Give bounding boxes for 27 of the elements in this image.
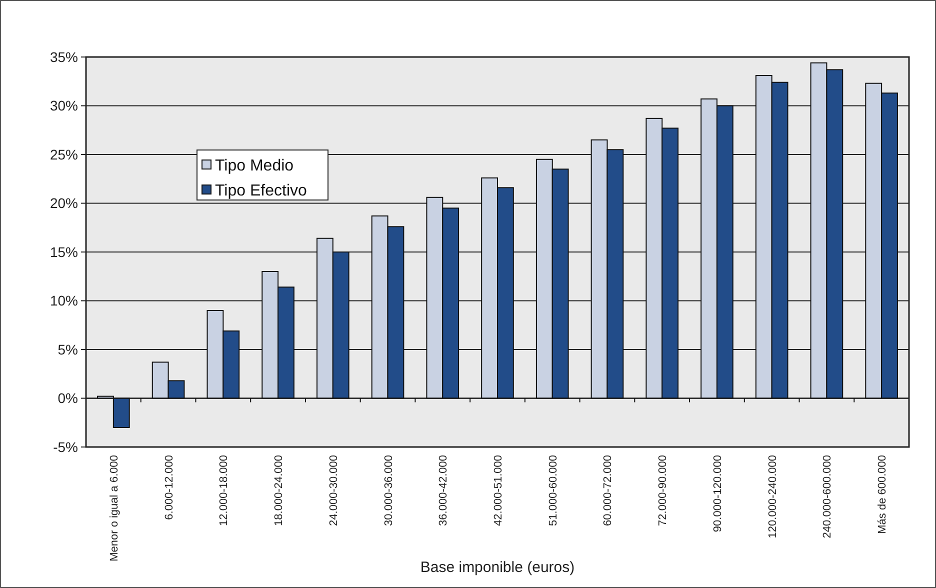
x-tick-label: 90.000-120.000 <box>712 455 724 532</box>
x-tick-label: Menor o igual a 6.000 <box>108 455 120 562</box>
y-tick-label: 5% <box>58 341 78 358</box>
x-tick-label: 51.000-60.000 <box>547 455 560 526</box>
y-tick-label: 10% <box>50 292 78 309</box>
legend-label: Tipo Medio <box>215 158 294 175</box>
x-tick-label: 72.000-90.000 <box>657 455 670 526</box>
y-tick-label: 20% <box>50 195 78 212</box>
y-tick-label: 15% <box>50 244 78 260</box>
x-tick-label: Más de 600.000 <box>876 455 889 534</box>
y-tick-label: 35% <box>50 48 78 65</box>
legend-label: Tipo Efectivo <box>215 182 307 200</box>
x-tick-label: 60.000-72.000 <box>602 455 614 526</box>
y-tick-label: -5% <box>53 438 78 455</box>
x-tick-label: 240.000-600.000 <box>822 455 834 538</box>
y-tick-label: 25% <box>50 146 78 162</box>
x-tick-label: 24.000-30.000 <box>328 455 340 526</box>
y-tick-label: 0% <box>58 390 78 406</box>
x-tick-label: 42.000-51.000 <box>492 455 504 526</box>
x-tick-label: 30.000-36.000 <box>382 455 395 526</box>
x-tick-label: 18.000-24.000 <box>273 455 286 526</box>
x-axis-title: Base imponible (euros) <box>420 559 575 576</box>
x-tick-label: 36.000-42.000 <box>438 455 450 526</box>
x-tick-label: 6.000-12.000 <box>163 455 176 520</box>
x-tick-label: 120.000-240.000 <box>766 455 779 538</box>
x-tick-label: 12.000-18.000 <box>218 455 230 526</box>
y-tick-label: 30% <box>50 98 78 114</box>
